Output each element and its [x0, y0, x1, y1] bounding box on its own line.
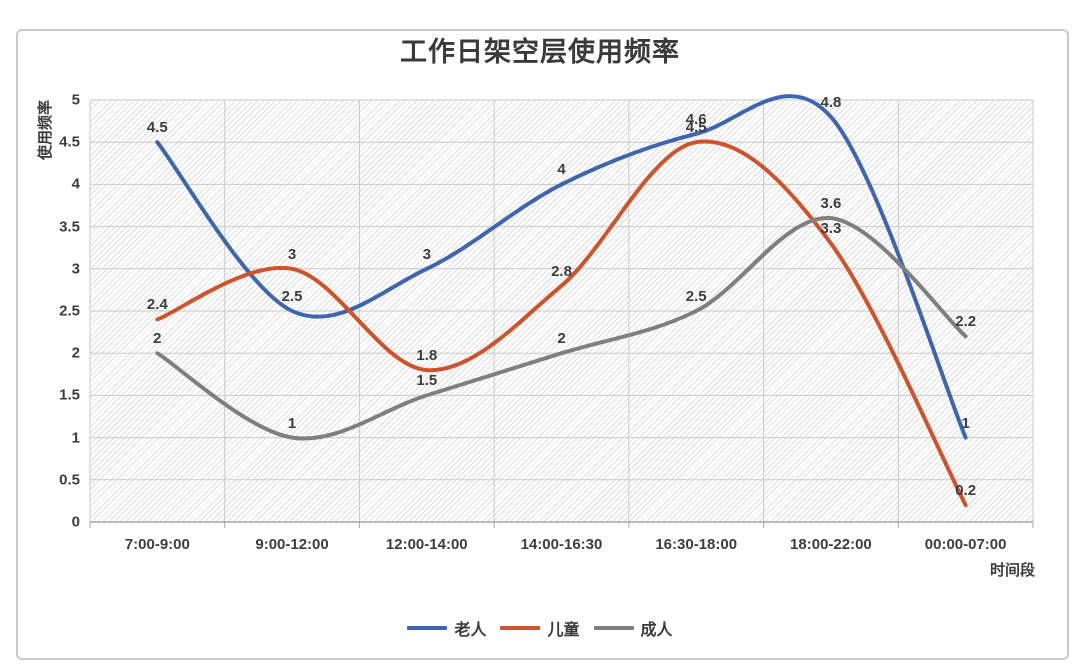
data-label: 3: [422, 245, 431, 263]
data-label: 0.2: [955, 482, 977, 500]
data-label: 1.8: [416, 347, 438, 365]
x-axis-title: 时间段: [989, 562, 1035, 579]
x-tick-label: 16:30-18:00: [655, 536, 738, 553]
data-label: 4: [557, 161, 566, 179]
data-label: 3: [287, 245, 297, 263]
data-label: 2.2: [955, 313, 977, 331]
data-label: 4.5: [146, 119, 168, 137]
y-axis-title: 使用频率: [37, 100, 54, 161]
chart-title: 工作日架空层使用频率: [400, 37, 680, 67]
series-line-0: [155, 94, 968, 440]
data-label: 1.5: [416, 372, 438, 390]
y-tick-label: 0.5: [59, 471, 80, 489]
data-label: 2.8: [551, 262, 572, 280]
legend-label: 成人: [640, 622, 673, 639]
data-label: 4.6: [685, 110, 707, 128]
data-label: 2: [153, 330, 162, 348]
series-line-2: [155, 216, 968, 441]
data-label: 3.6: [820, 195, 842, 213]
legend-item: 成人: [593, 616, 673, 640]
legend-item: 老人: [407, 616, 486, 640]
data-label: 4.8: [820, 93, 842, 111]
y-tick-label: 1.5: [59, 386, 80, 404]
x-tick-label: 14:00-16:30: [520, 536, 603, 553]
data-label: 4.5: [685, 119, 707, 137]
data-label: 1: [287, 414, 297, 432]
y-tick-label: 2: [71, 344, 80, 362]
legend-label: 儿童: [547, 622, 580, 639]
data-label: 2.4: [146, 296, 168, 314]
x-tick-label: 18:00-22:00: [790, 536, 872, 553]
y-tick-label: 4: [71, 175, 80, 193]
series-line-1: [155, 139, 968, 508]
data-label: 1: [961, 414, 970, 432]
legend-line-swatch-icon: [593, 626, 634, 630]
x-tick-label: 00:00-07:00: [924, 536, 1007, 553]
x-tick-label: 7:00-9:00: [124, 536, 190, 553]
legend-item: 儿童: [500, 616, 580, 640]
x-tick-label: 9:00-12:00: [255, 536, 329, 553]
data-label: 2: [557, 330, 566, 348]
y-tick-label: 5: [71, 91, 80, 109]
y-tick-label: 0: [71, 513, 80, 531]
legend-line-swatch-icon: [407, 626, 448, 630]
legend: 老人 儿童 成人: [0, 617, 1080, 639]
data-label: 2.5: [685, 288, 707, 305]
y-tick-label: 3.5: [59, 218, 80, 236]
legend-line-swatch-icon: [500, 626, 541, 630]
y-tick-label: 3: [71, 260, 80, 278]
y-tick-label: 4.5: [59, 133, 80, 151]
legend-label: 老人: [454, 622, 487, 639]
x-tick-label: 12:00-14:00: [385, 536, 468, 553]
y-tick-label: 1: [71, 429, 80, 447]
data-label: 3.3: [820, 220, 842, 238]
data-label: 2.5: [281, 288, 303, 305]
y-tick-label: 2.5: [59, 302, 80, 320]
